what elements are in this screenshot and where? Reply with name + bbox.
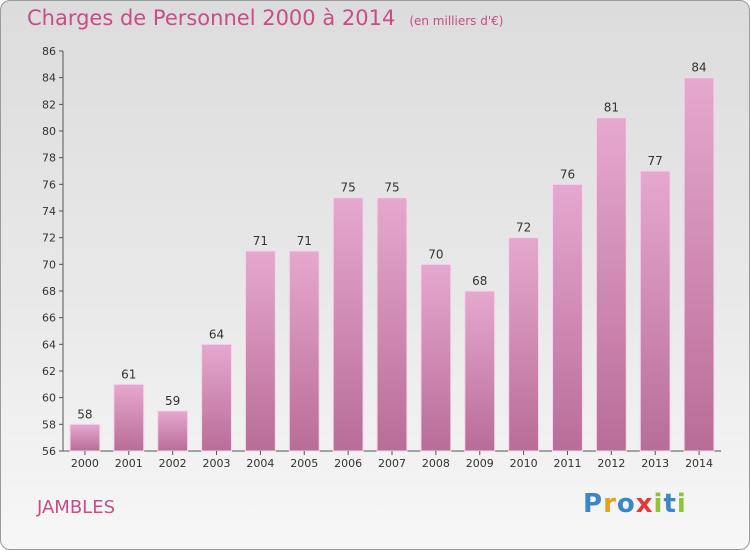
x-tick-label: 2004 (246, 457, 274, 470)
bar-value-label: 68 (472, 274, 487, 288)
bar (244, 250, 276, 452)
y-tick-label: 58 (42, 418, 56, 431)
y-tick-label: 66 (42, 312, 56, 325)
bar (464, 290, 496, 452)
x-tick-label: 2001 (115, 457, 143, 470)
bar (113, 383, 145, 452)
bar (201, 343, 232, 452)
x-tick-label: 2009 (466, 457, 494, 470)
bar-value-label: 61 (121, 367, 136, 381)
x-tick-label: 2012 (597, 457, 625, 470)
bar (288, 250, 320, 452)
y-tick-label: 82 (42, 98, 56, 111)
bar-value-label: 71 (253, 234, 268, 248)
bar (376, 197, 408, 452)
proxiti-logo: Proxiti (583, 489, 687, 519)
bar-value-label: 71 (297, 234, 312, 248)
bar-value-label: 59 (165, 394, 180, 408)
x-tick-label: 2006 (334, 457, 362, 470)
y-tick-label: 56 (42, 445, 56, 458)
x-tick-label: 2014 (685, 457, 713, 470)
x-tick-label: 2007 (378, 457, 406, 470)
bar (552, 183, 583, 452)
bar-value-label: 77 (648, 154, 663, 168)
bar-value-label: 76 (560, 167, 575, 181)
y-tick-label: 62 (42, 365, 56, 378)
bar-value-label: 70 (428, 247, 443, 261)
chart-title: Charges de Personnel 2000 à 2014 (27, 6, 396, 30)
bar-value-label: 64 (209, 327, 224, 341)
bar-value-label: 72 (516, 221, 531, 235)
bar (683, 77, 715, 452)
logo-letter: r (603, 489, 617, 519)
x-tick-label: 2010 (510, 457, 538, 470)
bar (69, 423, 101, 452)
bar (157, 410, 189, 452)
x-tick-label: 2003 (203, 457, 231, 470)
x-tick-label: 2013 (641, 457, 669, 470)
logo-letter: o (616, 489, 636, 519)
logo-letter: P (583, 489, 604, 519)
y-tick-label: 60 (42, 392, 56, 405)
bar-value-label: 75 (340, 181, 355, 195)
x-tick-label: 2005 (290, 457, 318, 470)
x-tick-label: 2000 (71, 457, 99, 470)
chart-unit: (en milliers d'€) (409, 14, 504, 28)
bar (508, 237, 540, 452)
bar (332, 197, 364, 452)
y-tick-label: 84 (42, 72, 56, 85)
bar (639, 170, 671, 452)
y-tick-label: 68 (42, 285, 56, 298)
y-tick-label: 72 (42, 232, 56, 245)
y-tick-label: 70 (42, 258, 56, 271)
chart-title-block: Charges de Personnel 2000 à 2014 (en mill… (27, 6, 503, 30)
x-tick-label: 2002 (159, 457, 187, 470)
y-tick-label: 74 (42, 205, 56, 218)
y-tick-label: 76 (42, 178, 56, 191)
bar-value-label: 75 (384, 181, 399, 195)
y-tick-label: 80 (42, 125, 56, 138)
bar-value-label: 58 (77, 407, 92, 421)
bar (595, 117, 627, 452)
logo-letter: x (635, 489, 654, 519)
y-tick-label: 86 (42, 45, 56, 58)
bar-value-label: 84 (691, 61, 706, 75)
y-tick-label: 78 (42, 152, 56, 165)
x-tick-label: 2011 (553, 457, 581, 470)
y-tick-label: 64 (42, 338, 56, 351)
commune-name: JAMBLES (37, 497, 116, 518)
logo-letter: i (653, 489, 664, 519)
logo-letter: i (676, 489, 687, 519)
x-tick-label: 2008 (422, 457, 450, 470)
bar-value-label: 81 (604, 101, 619, 115)
bar (420, 263, 452, 452)
logo-letter: t (663, 489, 677, 519)
